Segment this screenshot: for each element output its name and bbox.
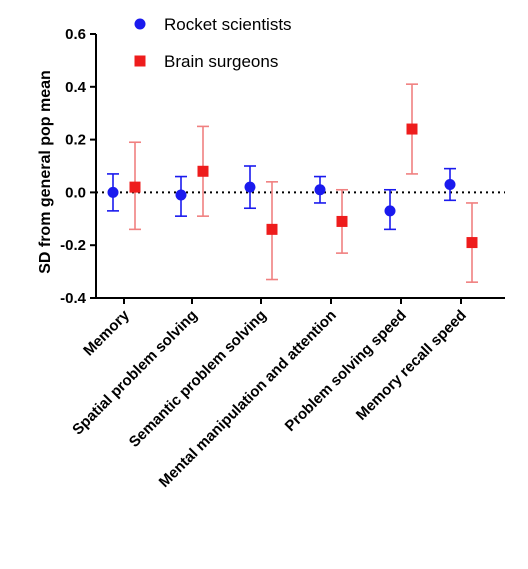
error-bar-group	[384, 188, 396, 231]
error-bar-group	[266, 181, 278, 281]
legend-marker-square	[134, 55, 146, 67]
y-axis-label: SD from general pop mean	[37, 70, 54, 274]
error-bar-group	[129, 141, 141, 231]
x-category-label: Spatial problem solving	[69, 307, 201, 439]
error-bar-group	[336, 188, 348, 254]
y-tick-label: -0.2	[60, 237, 86, 254]
error-bar-group	[175, 175, 187, 217]
error-bar-group	[244, 165, 256, 210]
legend-marker-circle	[134, 18, 146, 30]
axes	[95, 34, 505, 304]
error-bar-group	[406, 83, 418, 175]
legend-label: Rocket scientists	[164, 15, 292, 34]
error-bar-group	[466, 202, 478, 283]
legend: Rocket scientists Brain surgeons	[134, 15, 292, 71]
data-point-square	[466, 237, 478, 249]
data-point-circle	[244, 181, 256, 193]
error-bar-group	[197, 125, 209, 217]
data-point-circle	[107, 186, 119, 198]
y-tick-label: 0.6	[65, 26, 86, 43]
x-category-label: Memory recall speed	[353, 307, 470, 424]
x-category-label: Problem solving speed	[282, 307, 410, 435]
data-point-square	[197, 165, 209, 177]
x-category-label: Semantic problem solving	[126, 307, 270, 451]
error-bar-group	[444, 167, 456, 202]
y-ticks: 0.6 0.4 0.2 0.0 -0.2 -0.4	[60, 26, 96, 307]
legend-label: Brain surgeons	[164, 52, 278, 71]
data-point-circle	[175, 189, 187, 201]
data-point-circle	[384, 205, 396, 217]
x-category-label: Memory	[80, 306, 133, 359]
y-tick-label: 0.4	[65, 79, 87, 96]
data-point-square	[336, 215, 348, 227]
error-bar-group	[107, 173, 119, 212]
data-point-circle	[314, 184, 326, 196]
y-tick-label: -0.4	[60, 290, 87, 307]
data-point-square	[406, 123, 418, 135]
data-point-circle	[444, 178, 456, 190]
data-marks	[107, 83, 478, 283]
y-tick-label: 0.2	[65, 132, 86, 149]
y-tick-label: 0.0	[65, 184, 86, 201]
error-bar-group	[314, 175, 326, 204]
data-point-square	[129, 181, 141, 193]
data-point-square	[266, 223, 278, 235]
